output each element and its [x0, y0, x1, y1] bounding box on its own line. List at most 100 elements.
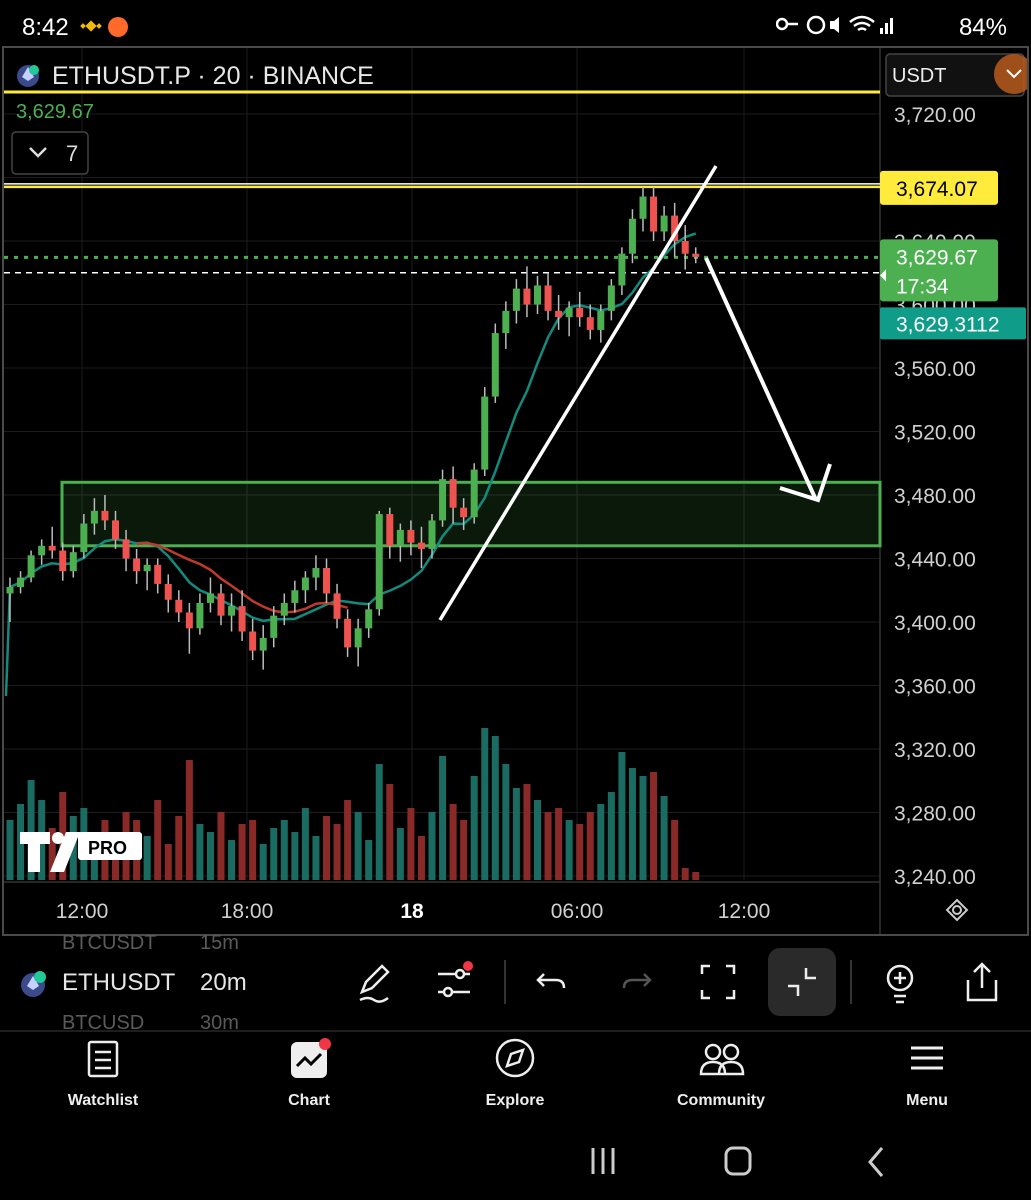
x-tick-label: 12:00 — [56, 900, 109, 923]
candle-body — [660, 215, 668, 232]
nav-chart[interactable]: Chart — [239, 1036, 379, 1109]
volume-bar — [470, 776, 478, 880]
redo-icon[interactable] — [614, 958, 658, 1006]
chart-settings-icon[interactable] — [945, 898, 969, 922]
home-icon[interactable] — [718, 1142, 758, 1182]
candle-body — [312, 568, 320, 578]
candle — [312, 555, 320, 591]
candle-body — [428, 520, 436, 549]
candle-body — [386, 514, 394, 546]
volume-bar — [143, 836, 151, 880]
nav-menu[interactable]: Menu — [857, 1036, 997, 1109]
volume-bar — [597, 804, 605, 880]
candle — [650, 187, 658, 241]
candle — [365, 602, 373, 638]
candle — [69, 545, 77, 578]
share-icon[interactable] — [960, 958, 1004, 1006]
volume-bar — [565, 820, 573, 880]
candle — [249, 618, 257, 661]
lightbulb-icon[interactable] — [878, 958, 922, 1006]
watchlist-icon — [87, 1040, 119, 1078]
fullscreen-icon[interactable] — [696, 958, 740, 1006]
candle — [428, 514, 436, 559]
countdown-text: 17:34 — [896, 275, 949, 298]
back-icon[interactable] — [858, 1142, 898, 1182]
volume-bar — [217, 812, 225, 880]
chart-canvas[interactable]: 3,720.003,680.003,640.003,600.003,560.00… — [4, 48, 1027, 934]
x-tick-label: 12:00 — [718, 900, 771, 923]
system-navigation — [0, 1132, 1031, 1200]
volume-bar — [660, 796, 668, 880]
toolbar-separator — [504, 960, 506, 1004]
candle — [185, 602, 193, 654]
candle-body — [101, 510, 109, 521]
volume-bar — [428, 812, 436, 880]
currency-selector[interactable]: USDT — [885, 53, 1027, 97]
level-price-tag — [880, 170, 998, 205]
candle — [555, 294, 563, 330]
volume-bar — [6, 820, 14, 880]
time-axis[interactable]: 12:00 18:00 18 06:00 12:00 — [56, 900, 771, 923]
y-tick-label: 3,720.00 — [894, 104, 976, 127]
volume-bar — [301, 808, 309, 880]
nav-watchlist[interactable]: Watchlist — [33, 1036, 173, 1109]
nav-watchlist-label: Watchlist — [67, 1092, 139, 1109]
nav-community[interactable]: Community — [651, 1036, 791, 1109]
recents-icon[interactable] — [585, 1142, 625, 1182]
bid-price-tag — [880, 307, 1026, 340]
volume-bar — [323, 816, 330, 880]
symbol-selector[interactable]: ETHUSDT — [62, 969, 176, 996]
price-axis[interactable]: 3,720.003,680.003,640.003,600.003,560.00… — [894, 104, 976, 889]
candle — [618, 247, 626, 295]
candle — [470, 463, 478, 524]
candle-body — [154, 564, 162, 584]
candle-body — [534, 285, 541, 305]
volume-bar — [164, 844, 172, 880]
indicators-count: 7 — [66, 141, 78, 166]
chevron-down-icon — [29, 147, 47, 158]
volume-bar — [291, 832, 299, 880]
screen-recorder-icon — [108, 17, 128, 37]
ghost-symbol-above: BTCUSDT — [62, 932, 157, 954]
nav-explore[interactable]: Explore — [445, 1036, 585, 1109]
candle — [576, 291, 584, 327]
volume-bar — [206, 832, 214, 880]
status-bar: 8:42 84% — [0, 0, 1031, 46]
candle — [417, 526, 425, 569]
sliders-icon[interactable] — [432, 958, 476, 1006]
candle-body — [407, 529, 415, 543]
candle — [333, 583, 341, 629]
volume-bar — [312, 836, 320, 880]
volume-bar — [185, 760, 193, 880]
price-levels — [4, 90, 880, 274]
volume-bar — [396, 828, 404, 880]
y-tick-label: 3,520.00 — [894, 422, 976, 445]
currency-label: USDT — [892, 65, 946, 87]
nav-menu-label: Menu — [906, 1092, 948, 1109]
undo-icon[interactable] — [530, 958, 574, 1006]
pencil-icon[interactable] — [352, 958, 396, 1006]
symbol-logo-icon — [17, 65, 39, 87]
interval-selector[interactable]: 20m — [200, 969, 247, 996]
candle-body — [481, 396, 489, 470]
candle — [597, 304, 605, 343]
candle-body — [597, 310, 605, 330]
indicators-toggle[interactable]: 7 — [11, 131, 89, 175]
volume-bar — [48, 828, 56, 880]
volume-bar — [491, 736, 499, 880]
chart-panel[interactable]: 3,720.003,680.003,640.003,600.003,560.00… — [2, 46, 1029, 936]
pro-badge: PRO — [88, 838, 127, 858]
collapse-icon[interactable] — [780, 958, 824, 1006]
x-tick-label: 06:00 — [551, 900, 604, 923]
volume-bar — [333, 824, 341, 880]
volume-bar — [196, 824, 204, 880]
battery-level: 84% — [958, 14, 1007, 41]
candle — [502, 301, 510, 349]
ghost-symbol-below: BTCUSD — [62, 1012, 145, 1034]
symbol-title[interactable]: ETHUSDT.P · 20 · BINANCE — [52, 62, 374, 90]
volume-bar — [512, 788, 520, 880]
candle-body — [133, 558, 141, 572]
candle-body — [38, 545, 46, 556]
candle-body — [502, 310, 510, 334]
collapse-button[interactable] — [768, 948, 836, 1016]
